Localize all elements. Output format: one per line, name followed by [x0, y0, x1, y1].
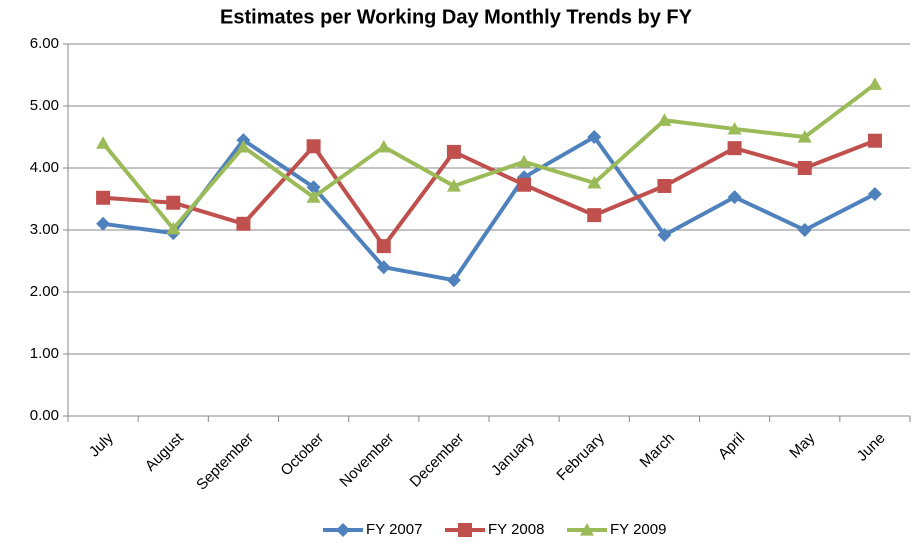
data-point	[446, 178, 461, 192]
legend-marker	[580, 523, 594, 536]
data-point	[376, 239, 391, 254]
data-point	[96, 136, 111, 149]
data-point	[657, 178, 672, 193]
data-point	[517, 177, 532, 192]
series-line	[102, 138, 876, 249]
x-tick-label: January	[488, 429, 538, 479]
chart-title: Estimates per Working Day Monthly Trends…	[220, 6, 693, 28]
x-tick-label: March	[637, 430, 678, 471]
data-point	[376, 139, 391, 153]
x-tick-label: November	[336, 430, 397, 491]
legend-label: FY 2007	[366, 521, 422, 538]
x-tick-label: April	[715, 430, 748, 463]
y-tick-label: 5.00	[30, 97, 59, 114]
y-tick-label: 2.00	[30, 283, 59, 300]
legend-label: FY 2009	[610, 521, 666, 538]
data-point	[306, 190, 321, 203]
data-point	[517, 154, 532, 168]
data-point	[587, 175, 602, 189]
x-tick-label: June	[854, 430, 889, 465]
legend-marker	[458, 523, 472, 537]
data-point	[797, 223, 812, 237]
data-point	[727, 190, 742, 205]
data-point	[376, 260, 391, 275]
data-point	[727, 141, 742, 156]
x-tick-label: February	[553, 429, 608, 484]
data-point	[867, 133, 882, 148]
data-point	[236, 139, 251, 153]
data-point	[306, 139, 321, 154]
data-point	[797, 161, 812, 175]
data-point	[166, 195, 181, 210]
y-tick-label: 4.00	[30, 159, 59, 176]
data-point	[236, 216, 251, 231]
y-tick-label: 1.00	[30, 345, 59, 362]
data-point	[727, 121, 742, 135]
y-tick-label: 3.00	[30, 221, 59, 238]
data-point	[867, 77, 882, 90]
data-point	[587, 130, 602, 144]
data-point	[867, 187, 882, 202]
legend-marker	[336, 523, 350, 537]
data-point	[306, 180, 321, 195]
series-line	[101, 82, 877, 231]
x-tick-label: October	[277, 430, 327, 480]
x-tick-label: July	[86, 429, 117, 460]
series-line	[102, 135, 876, 283]
y-tick-label: 6.00	[30, 35, 59, 52]
x-tick-label: May	[786, 429, 818, 461]
data-point	[96, 216, 111, 231]
y-tick-label: 0.00	[30, 407, 59, 424]
data-point	[446, 144, 461, 159]
data-point	[797, 130, 812, 143]
data-point	[446, 273, 461, 288]
data-point	[96, 190, 111, 205]
data-point	[657, 227, 672, 242]
legend-label: FY 2008	[488, 521, 544, 538]
data-point	[657, 113, 672, 126]
data-point	[166, 221, 181, 235]
x-tick-label: December	[407, 430, 468, 491]
x-tick-label: August	[142, 429, 188, 475]
x-tick-label: September	[193, 430, 257, 494]
data-point	[587, 208, 602, 223]
